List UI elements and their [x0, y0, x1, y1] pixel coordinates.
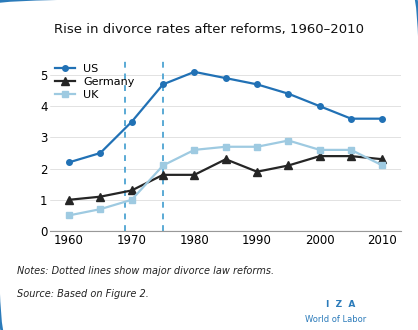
Text: Rise in divorce rates after reforms, 1960–2010: Rise in divorce rates after reforms, 196…: [54, 23, 364, 36]
UK: [129, 198, 134, 202]
US: [98, 151, 103, 155]
Germany: [380, 157, 385, 161]
Line: US: US: [66, 69, 385, 165]
UK: [317, 148, 322, 152]
US: [255, 82, 260, 86]
Text: I  Z  A: I Z A: [326, 300, 355, 309]
US: [161, 82, 166, 86]
UK: [286, 139, 291, 143]
Germany: [286, 163, 291, 167]
Text: World of Labor: World of Labor: [305, 315, 367, 324]
Germany: [255, 170, 260, 174]
UK: [380, 163, 385, 167]
Germany: [98, 195, 103, 199]
Germany: [223, 157, 228, 161]
US: [380, 117, 385, 121]
UK: [255, 145, 260, 149]
Text: Notes: Dotted lines show major divorce law reforms.: Notes: Dotted lines show major divorce l…: [17, 266, 274, 276]
UK: [161, 163, 166, 167]
US: [317, 104, 322, 108]
US: [286, 92, 291, 96]
US: [349, 117, 354, 121]
Germany: [161, 173, 166, 177]
UK: [66, 214, 71, 217]
US: [223, 76, 228, 80]
Germany: [317, 154, 322, 158]
Germany: [192, 173, 197, 177]
US: [129, 120, 134, 124]
Line: UK: UK: [66, 137, 385, 218]
Text: Source: Based on Figure 2.: Source: Based on Figure 2.: [17, 289, 148, 299]
US: [66, 160, 71, 164]
Germany: [66, 198, 71, 202]
Germany: [349, 154, 354, 158]
Line: Germany: Germany: [65, 152, 386, 204]
US: [192, 70, 197, 74]
UK: [223, 145, 228, 149]
Legend: US, Germany, UK: US, Germany, UK: [54, 63, 136, 101]
UK: [192, 148, 197, 152]
UK: [98, 207, 103, 211]
Germany: [129, 188, 134, 192]
UK: [349, 148, 354, 152]
